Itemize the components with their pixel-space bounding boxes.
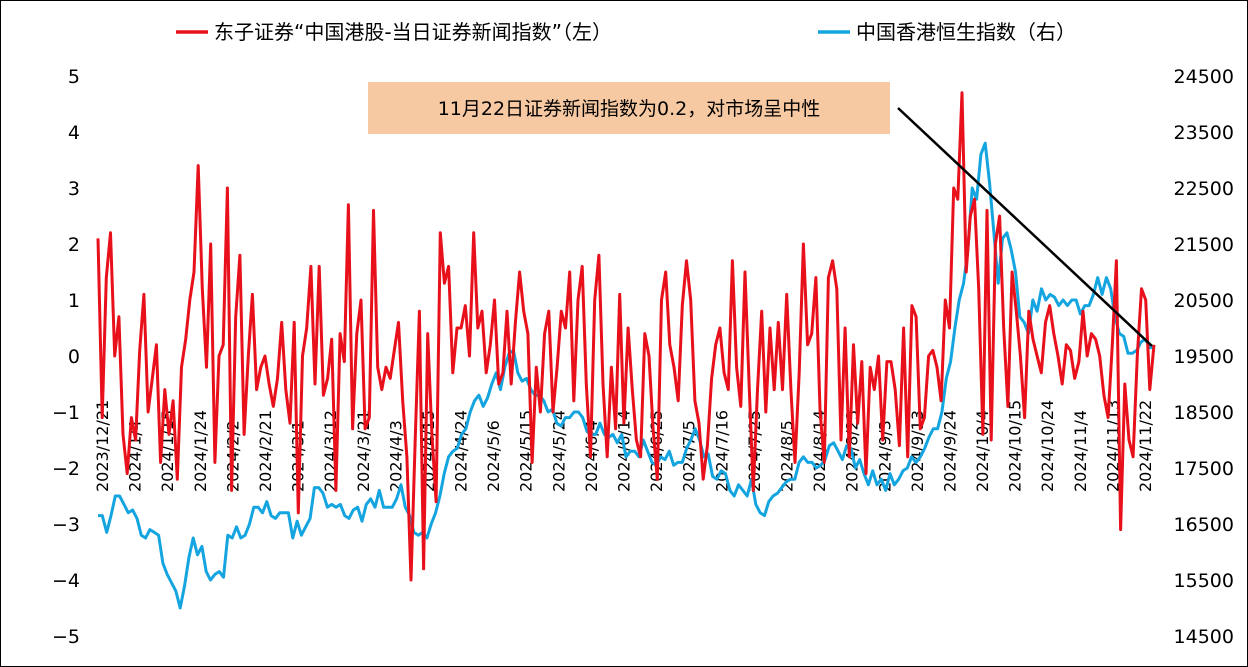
right-tick-label: 19500: [1174, 346, 1234, 368]
x-tick-label: 2024/11/4: [1071, 410, 1090, 492]
left-tick-label: −2: [52, 458, 80, 480]
right-tick-label: 15500: [1174, 570, 1234, 592]
left-tick-label: 0: [68, 346, 80, 368]
annotation: 11月22日证券新闻指数为0.2，对市场呈中性: [368, 82, 1153, 347]
legend: 东子证券“中国港股-当日证券新闻指数”（左） 中国香港恒生指数（右）: [176, 20, 1076, 44]
left-tick-label: 2: [68, 234, 80, 256]
x-tick-label: 2024/10/15: [1006, 400, 1025, 492]
x-tick-label: 2024/10/24: [1038, 400, 1057, 492]
legend-label-hang-seng: 中国香港恒生指数（右）: [856, 20, 1076, 44]
x-tick-label: 2023/12/21: [93, 400, 112, 492]
left-tick-label: −4: [52, 570, 80, 592]
right-tick-label: 14500: [1174, 626, 1234, 648]
right-tick-label: 24500: [1174, 66, 1234, 88]
right-tick-label: 21500: [1174, 234, 1234, 256]
x-tick-label: 2024/7/16: [712, 410, 731, 492]
annotation-box: [368, 82, 890, 134]
x-tick-label: 2024/9/24: [940, 410, 959, 492]
x-tick-label: 2024/10/4: [973, 410, 992, 492]
right-tick-label: 22500: [1174, 178, 1234, 200]
right-tick-label: 23500: [1174, 122, 1234, 144]
left-tick-label: −1: [52, 402, 80, 424]
series-line-news-index: [96, 91, 1156, 582]
left-tick-label: 3: [68, 178, 80, 200]
x-tick-label: 2024/3/21: [354, 410, 373, 492]
x-tick-label: 2024/7/5: [680, 420, 699, 492]
x-tick-label: 2024/11/22: [1136, 400, 1155, 492]
annotation-arrow: [897, 107, 1153, 347]
left-tick-label: 4: [68, 122, 80, 144]
annotation-text: 11月22日证券新闻指数为0.2，对市场呈中性: [438, 98, 821, 120]
x-tick-label: 2024/5/6: [484, 420, 503, 492]
left-tick-label: −3: [52, 514, 80, 536]
left-tick-label: −5: [52, 626, 80, 648]
x-tick-label: 2024/4/3: [386, 420, 405, 492]
right-axis-ticks: 24500 23500 22500 21500 20500 19500 18500 17500…: [1174, 66, 1234, 648]
x-tick-label: 2024/2/21: [256, 410, 275, 492]
x-tick-label: 2024/1/24: [191, 410, 210, 492]
left-axis-ticks: 5 4 3 2 1 0 −1 −2 −3 −4 −5: [52, 66, 80, 648]
legend-label-news-index: 东子证券“中国港股-当日证券新闻指数”（左）: [214, 20, 612, 44]
right-tick-label: 16500: [1174, 514, 1234, 536]
x-tick-label: 2024/5/24: [549, 410, 568, 492]
left-tick-label: 5: [68, 66, 80, 88]
x-tick-label: 2024/8/5: [777, 420, 796, 492]
right-tick-label: 18500: [1174, 402, 1234, 424]
x-tick-label: 2024/9/13: [908, 410, 927, 492]
right-tick-label: 17500: [1174, 458, 1234, 480]
right-tick-label: 20500: [1174, 290, 1234, 312]
left-tick-label: 1: [68, 290, 80, 312]
